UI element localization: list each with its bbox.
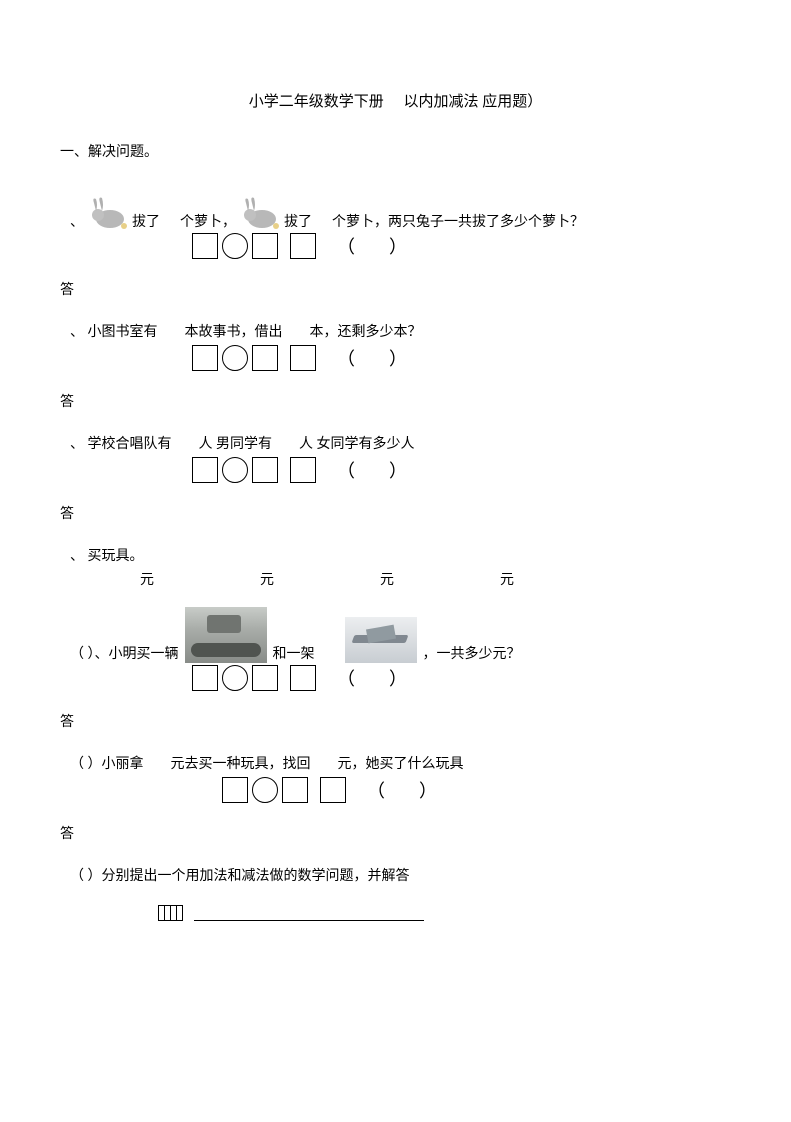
price-label: 元 (380, 569, 500, 589)
bullet: 、 (70, 549, 84, 564)
title-part1: 小学二年级数学下册 (249, 94, 384, 110)
bullet: 、 (70, 211, 84, 231)
box-input[interactable] (222, 345, 248, 371)
q1-text3: 拔了 (284, 211, 312, 231)
paren-open: （ (367, 777, 385, 803)
box-input[interactable] (290, 457, 316, 483)
q1-text2: 个萝卜， (180, 211, 236, 231)
q3-text2: 人 男同学有 (199, 437, 273, 452)
box-input[interactable] (192, 233, 218, 259)
question-4-2: （ ）小丽拿 元去买一种玩具，找回 元，她买了什么玩具 (70, 753, 731, 773)
paren-open: （ (337, 457, 355, 483)
paren-close: ） (389, 233, 407, 259)
paren-close: ） (389, 457, 407, 483)
section-header: 一、解决问题。 (60, 141, 731, 161)
price-label: 元 (260, 569, 380, 589)
bullet: 、 (70, 437, 84, 452)
box-input[interactable] (222, 457, 248, 483)
q4-3-prefix: （ ）分别提出一个用加法和减法做的数学问题，并解答 (70, 869, 410, 884)
paren-open: （ (337, 233, 355, 259)
question-2: 、 小图书室有 本故事书，借出 本，还剩多少本？ (70, 321, 731, 341)
question-4-3: （ ）分别提出一个用加法和减法做的数学问题，并解答 (70, 865, 731, 885)
box-input[interactable] (252, 777, 278, 803)
box-input[interactable] (222, 777, 248, 803)
q2-text3: 本，还剩多少本？ (310, 325, 422, 340)
answer-label: 答 (60, 279, 731, 299)
q2-text2: 本故事书，借出 (185, 325, 283, 340)
question-4: 、 买玩具。 (70, 545, 731, 565)
box-input[interactable] (252, 457, 278, 483)
box-input[interactable] (252, 345, 278, 371)
answer-boxes: （ ） (190, 345, 731, 371)
box-input[interactable] (252, 665, 278, 691)
q1-text1: 拔了 (132, 211, 160, 231)
q4-2-prefix: （ ）小丽拿 (70, 757, 144, 772)
box-input[interactable] (290, 345, 316, 371)
rabbit-icon (86, 193, 130, 231)
box-input[interactable] (282, 777, 308, 803)
q3-text1: 学校合唱队有 (88, 437, 172, 452)
answer-label: 答 (60, 711, 731, 731)
price-label: 元 (500, 569, 620, 589)
paren-close: ） (389, 345, 407, 371)
box-input[interactable] (192, 345, 218, 371)
price-label: 元 (140, 569, 260, 589)
box-input[interactable] (192, 665, 218, 691)
q2-text1: 小图书室有 (88, 325, 158, 340)
q4-3-answer-area (98, 905, 731, 921)
q4-1-suffix: ，一共多少元？ (423, 643, 521, 663)
box-input[interactable] (192, 457, 218, 483)
paren-close: ） (419, 777, 437, 803)
box-input[interactable] (290, 233, 316, 259)
rabbit-icon (238, 193, 282, 231)
box-input[interactable] (320, 777, 346, 803)
answer-label: 答 (60, 503, 731, 523)
answer-boxes: （ ） (190, 233, 731, 259)
title-part2: 以内加减法 应用题） (404, 94, 543, 110)
box-input[interactable] (290, 665, 316, 691)
paren-open: （ (337, 345, 355, 371)
answer-boxes: （ ） (190, 665, 731, 691)
page-title: 小学二年级数学下册 以内加减法 应用题） (60, 90, 731, 111)
question-4-1: （ ）、小明买一辆 和一架 ，一共多少元？ (70, 607, 731, 663)
q4-2-mid: 元去买一种玩具，找回 (171, 757, 311, 772)
answer-boxes: （ ） (190, 457, 731, 483)
box-input[interactable] (222, 665, 248, 691)
small-boxes (158, 905, 182, 921)
tank-icon (185, 607, 267, 663)
q4-text: 买玩具。 (88, 549, 144, 564)
answer-label: 答 (60, 823, 731, 843)
q4-2-suffix: 元，她买了什么玩具 (338, 757, 464, 772)
box-input[interactable] (222, 233, 248, 259)
bullet: 、 (70, 325, 84, 340)
q4-1-mid: 和一架 (273, 643, 315, 663)
prices-row: 元 元 元 元 (140, 569, 731, 589)
answer-boxes: （ ） (220, 777, 731, 803)
box-input[interactable] (252, 233, 278, 259)
plane-icon (345, 617, 417, 663)
answer-line[interactable] (194, 905, 424, 921)
answer-label: 答 (60, 391, 731, 411)
question-1: 、 拔了 个萝卜， 拔了 个萝卜，两只兔子一共拔了多少个萝卜？ (70, 189, 731, 231)
q1-text4: 个萝卜，两只兔子一共拔了多少个萝卜？ (332, 211, 584, 231)
question-3: 、 学校合唱队有 人 男同学有 人 女同学有多少人 (70, 433, 731, 453)
q3-text3: 人 女同学有多少人 (299, 437, 415, 452)
paren-open: （ (337, 665, 355, 691)
small-box[interactable] (176, 905, 183, 921)
q4-1-prefix: （ ）、小明买一辆 (70, 643, 179, 663)
paren-close: ） (389, 665, 407, 691)
